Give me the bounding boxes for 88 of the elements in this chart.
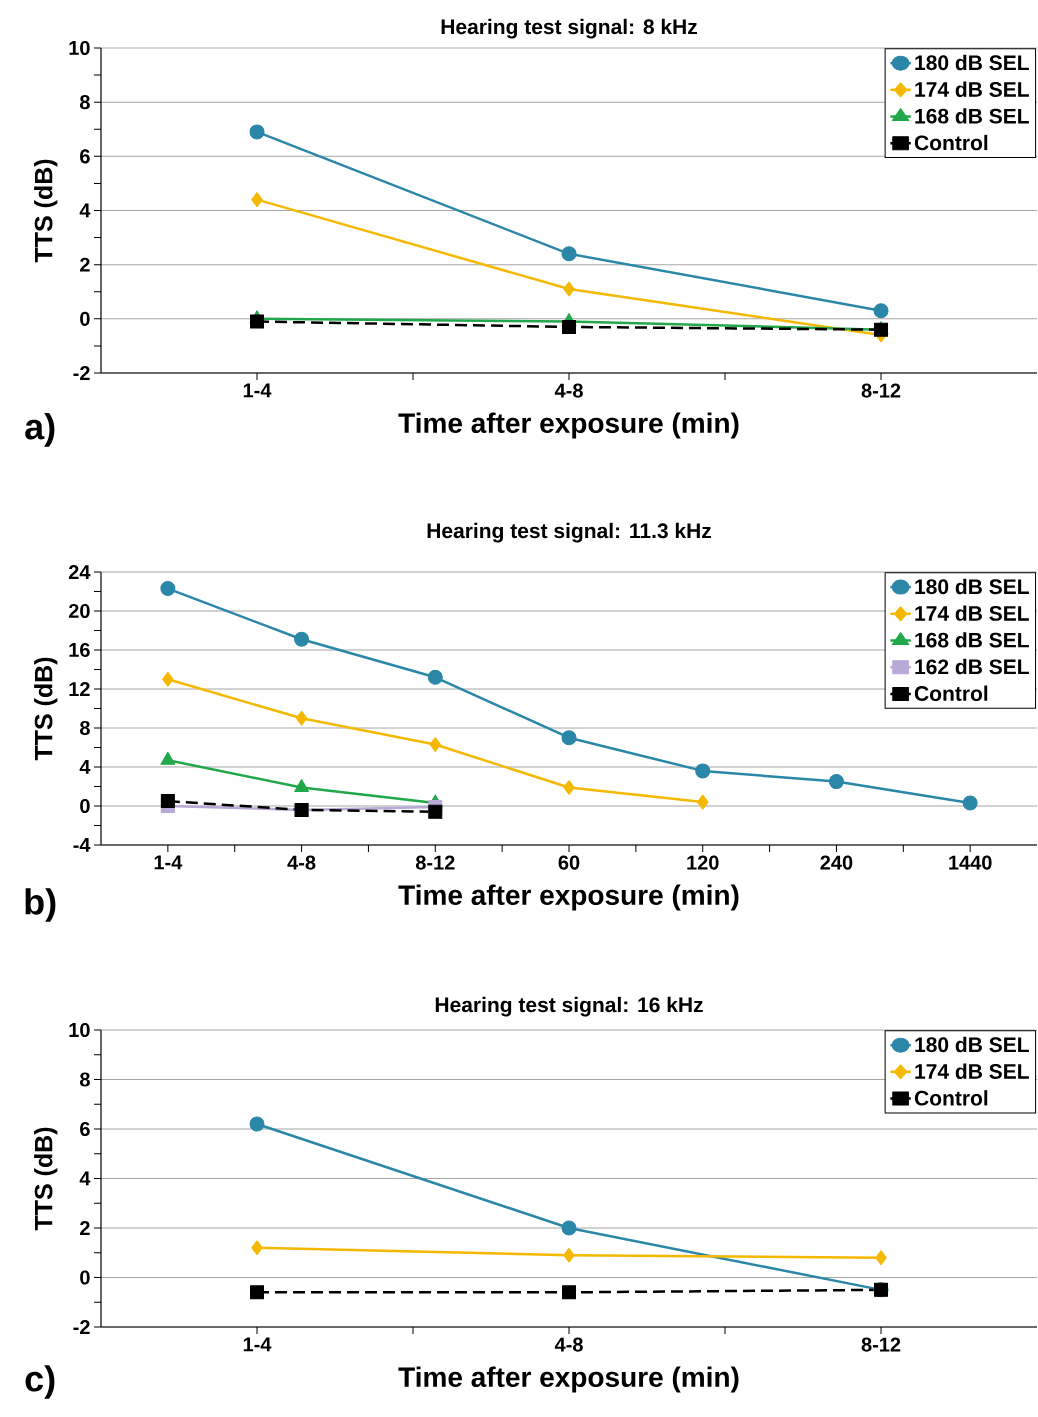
point (875, 1250, 887, 1266)
point (828, 774, 844, 790)
x-tick-label: 4-8 (554, 1337, 583, 1352)
y-tick-label: 24 (68, 564, 91, 579)
x-tick-label: 120 (687, 855, 719, 870)
point (561, 1220, 577, 1236)
legend-label: 162 dB SEL (915, 658, 1029, 675)
y-tick-label: 2 (80, 257, 90, 272)
point (249, 124, 265, 140)
y-tick-label: 2 (80, 1221, 90, 1235)
y-tick-label: 8 (80, 95, 90, 110)
y-tick-label: -4 (73, 838, 91, 852)
point (563, 1247, 575, 1263)
point (429, 737, 442, 753)
legend-label: 168 dB SEL (915, 108, 1029, 124)
x-tick-label: 8-12 (861, 1337, 901, 1352)
point (561, 246, 577, 262)
y-tick-label: 0 (80, 311, 90, 326)
x-tick-label: 1-4 (243, 383, 272, 398)
point (873, 303, 889, 319)
x-axis-title: Time after exposure (min) (398, 1366, 739, 1393)
text: b) (25, 888, 56, 922)
point (962, 795, 978, 811)
y-tick-label: 16 (69, 642, 90, 658)
chart-title: Hearing test signal: 8 kHz (441, 18, 697, 39)
point (562, 319, 577, 334)
point (249, 1116, 265, 1132)
x-axis-title: Time after exposure (min) (398, 884, 739, 911)
y-tick-label: 4 (79, 760, 91, 774)
point (160, 581, 176, 597)
point (250, 314, 265, 329)
y-tick-label: -2 (73, 365, 90, 380)
legend-label: 168 dB SEL (915, 632, 1029, 648)
point (251, 1240, 263, 1256)
point (295, 710, 308, 726)
legend-label: 180 dB SEL (915, 578, 1029, 595)
y-tick-label: 6 (80, 1121, 90, 1137)
point (294, 631, 310, 647)
y-tick-label: 20 (68, 603, 90, 619)
x-tick-label: 8-12 (415, 855, 455, 870)
point (562, 1285, 577, 1300)
y-tick-label: 4 (79, 203, 91, 218)
x-tick-label: 4-8 (554, 383, 583, 398)
x-tick-label: 1-4 (154, 855, 183, 870)
y-tick-label: 12 (69, 682, 90, 696)
x-tick-label: 240 (820, 855, 853, 870)
legend-label: 180 dB SEL (915, 1036, 1029, 1053)
x-tick-label: 1440 (949, 855, 992, 870)
point (250, 1285, 265, 1300)
y-axis-title: TTS (dB) (34, 159, 58, 263)
y-tick-label: -2 (73, 1320, 90, 1334)
legend-label: 174 dB SEL (915, 81, 1029, 97)
point (563, 281, 575, 297)
chart-title: Hearing test signal: 16 kHz (435, 996, 703, 1017)
point (427, 669, 443, 685)
y-axis-title: TTS (dB) (34, 657, 58, 761)
point (695, 763, 711, 779)
point (251, 192, 263, 208)
x-tick-label: 1-4 (243, 1337, 272, 1352)
y-tick-label: 8 (80, 1072, 90, 1087)
point (160, 751, 176, 765)
x-tick-label: 8-12 (861, 383, 901, 398)
legend-label: 174 dB SEL (915, 1063, 1029, 1079)
x-axis-title: Time after exposure (min) (398, 412, 739, 439)
y-tick-label: 8 (80, 720, 90, 736)
y-tick-label: 0 (80, 1270, 90, 1285)
y-tick-label: 6 (80, 149, 90, 164)
text: c) (25, 1365, 55, 1399)
x-tick-label: 4-8 (287, 855, 316, 870)
point (428, 804, 443, 819)
legend-label: 174 dB SEL (915, 605, 1029, 621)
legend-label: Control (914, 134, 988, 151)
y-tick-label: 0 (80, 798, 90, 814)
y-tick-label: 10 (69, 1022, 90, 1038)
chart-title: Hearing test signal: 11.3 kHz (427, 522, 711, 543)
point (696, 794, 709, 810)
point (162, 671, 174, 687)
point (563, 779, 575, 795)
y-axis-title: TTS (dB) (34, 1127, 58, 1231)
y-tick-label: 10 (69, 40, 90, 56)
legend-label: 180 dB SEL (915, 54, 1029, 71)
point (561, 730, 577, 746)
x-tick-label: 60 (558, 855, 580, 870)
legend-label: Control (914, 1090, 988, 1106)
y-tick-label: 4 (79, 1171, 91, 1186)
text: a) (25, 413, 55, 447)
point (160, 794, 175, 809)
legend-label: Control (914, 685, 988, 701)
